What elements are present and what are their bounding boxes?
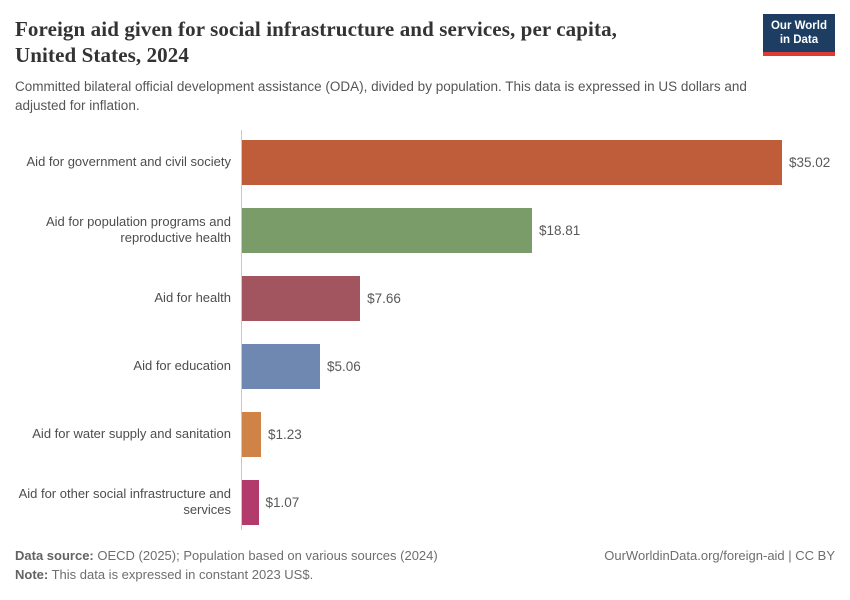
footer-source-note: Data source: OECD (2025); Population bas… [15,546,438,584]
title-block: Foreign aid given for social infrastruct… [15,16,751,115]
bar-other-social[interactable] [242,479,259,525]
owid-link[interactable]: OurWorldinData.org/foreign-aid | CC BY [604,548,835,563]
category-label: Aid for education [133,358,231,373]
note-text: This data is expressed in constant 2023 … [48,567,314,582]
bar-area: $1.07 [238,479,835,525]
note-label: Note: [15,567,49,582]
logo-line-2: in Data [779,33,819,46]
bar-area: $35.02 [238,139,835,185]
value-label: $5.06 [327,358,361,374]
title-line-2: United States, 2024 [15,43,189,67]
value-label: $1.23 [268,426,302,442]
bar-water-sanitation[interactable] [242,411,261,457]
y-axis-line [241,130,242,530]
bar-area: $18.81 [238,207,835,253]
data-source-text: OECD (2025); Population based on various… [93,548,438,563]
bar-row-other-social: Aid for other social infrastructure and … [15,468,835,536]
category-label: Aid for population programs and reproduc… [45,214,231,245]
bar-chart: Aid for government and civil society $35… [15,128,835,536]
data-source-line: Data source: OECD (2025); Population bas… [15,546,438,565]
category-label: Aid for water supply and sanitation [32,426,231,441]
page-title: Foreign aid given for social infrastruct… [15,16,751,68]
footer: Data source: OECD (2025); Population bas… [15,546,835,584]
bar-health[interactable] [242,275,361,321]
category-label: Aid for other social infrastructure and … [18,486,231,517]
logo-line-1: Our World [770,20,827,32]
bar-education[interactable] [242,343,320,389]
bar-row-population-programs: Aid for population programs and reproduc… [15,196,835,264]
title-line-1: Foreign aid given for social infrastruct… [15,17,618,41]
chart-subtitle: Committed bilateral official development… [15,79,747,113]
bar-government[interactable] [242,139,782,185]
value-label: $1.07 [265,494,300,510]
value-label: $7.66 [367,290,401,306]
note-line: Note: This data is expressed in constant… [15,565,438,584]
value-label: $18.81 [539,222,581,238]
owid-logo[interactable]: Our World in Data [762,14,835,56]
data-source-label: Data source: [15,548,94,563]
header: Foreign aid given for social infrastruct… [15,14,835,115]
category-label: Aid for government and civil society [26,154,231,169]
bar-population-programs[interactable] [242,207,532,253]
bar-row-water-sanitation: Aid for water supply and sanitation $1.2… [15,400,835,468]
bar-area: $5.06 [238,343,835,389]
category-label: Aid for health [154,290,231,305]
bar-area: $1.23 [238,411,835,457]
bar-row-education: Aid for education $5.06 [15,332,835,400]
value-label: $35.02 [789,154,831,170]
bar-row-government: Aid for government and civil society $35… [15,128,835,196]
bar-area: $7.66 [238,275,835,321]
bar-row-health: Aid for health $7.66 [15,264,835,332]
